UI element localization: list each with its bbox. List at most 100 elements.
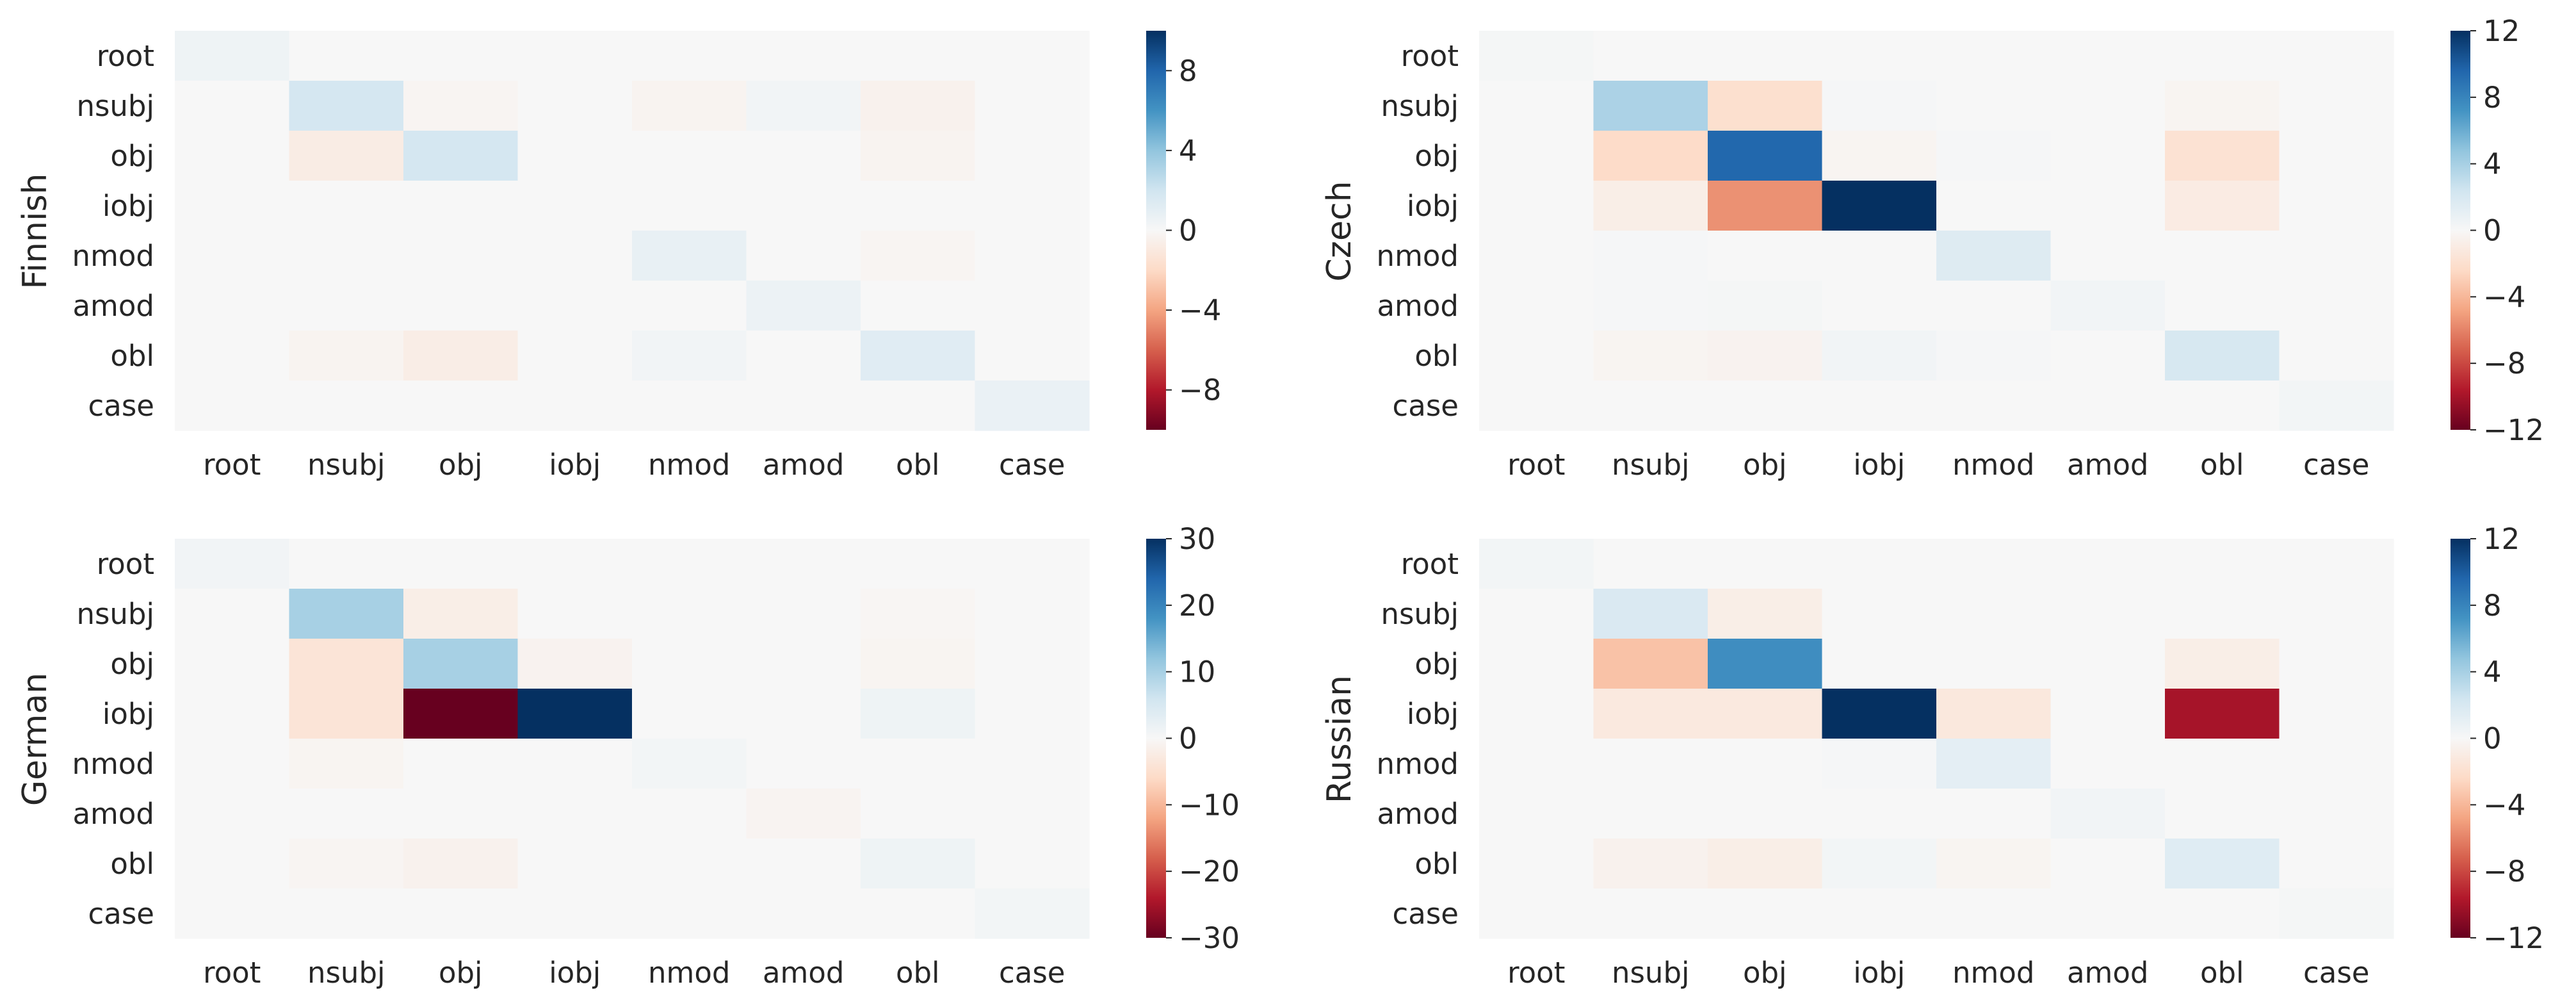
- heatmap-cell: [746, 639, 861, 689]
- heatmap-cell: [403, 381, 519, 431]
- heatmap-cell: [2050, 539, 2166, 589]
- heatmap-cell: [2165, 231, 2280, 281]
- heatmap-cell: [1822, 589, 1937, 639]
- heatmap-cell: [289, 639, 404, 689]
- x-tick-label: amod: [2067, 956, 2149, 990]
- y-tick-label: root: [1401, 547, 1459, 581]
- heatmap-panel-czech: Czech root nsubj obj iobj nmod amod obl case roo…: [1320, 14, 2544, 482]
- heatmap-cell: [746, 31, 861, 81]
- heatmap-cell: [1936, 639, 2052, 689]
- heatmap-cell: [632, 381, 747, 431]
- heatmap-cell: [632, 331, 747, 381]
- heatmap-cell: [175, 331, 290, 381]
- x-tick-label: root: [1507, 448, 1565, 482]
- heatmap-cell: [975, 839, 1090, 889]
- heatmap-cell: [175, 639, 290, 689]
- x-tick-label: nmod: [1952, 956, 2034, 990]
- colorbar-tick-label: 30: [1179, 522, 1215, 556]
- heatmap-cell: [746, 739, 861, 789]
- y-tick-label: nsubj: [1381, 89, 1459, 123]
- heatmap-cell: [1936, 689, 2052, 739]
- heatmap-cell: [861, 839, 976, 889]
- x-tick-label: iobj: [1853, 448, 1905, 482]
- heatmap-cell: [175, 131, 290, 181]
- heatmap-cell: [289, 888, 404, 939]
- heatmap-cell: [289, 331, 404, 381]
- heatmap-cell: [1822, 231, 1937, 281]
- y-tick-label: nmod: [1377, 747, 1459, 781]
- heatmap-cell: [975, 31, 1090, 81]
- heatmap-cell: [1936, 81, 2052, 131]
- heatmap-cell: [517, 131, 633, 181]
- heatmap-cell: [517, 589, 633, 639]
- colorbar-tick-label: 0: [2483, 722, 2502, 756]
- heatmap-cell: [746, 381, 861, 431]
- heatmap-cell: [517, 839, 633, 889]
- heatmap-cell: [1708, 639, 1823, 689]
- heatmap-cell: [1708, 331, 1823, 381]
- heatmap-cell: [2165, 281, 2280, 331]
- x-tick-label: obl: [896, 956, 940, 990]
- heatmap-panel-finnish: Finnish root nsubj obj iobj nmod amod obl case r…: [16, 31, 1221, 482]
- heatmap-cell: [1593, 181, 1708, 231]
- heatmap-cell: [289, 789, 404, 839]
- heatmap-cell: [632, 789, 747, 839]
- colorbar-tick-label: 0: [1179, 214, 1197, 248]
- heatmap-cell: [861, 281, 976, 331]
- heatmap-cell: [2279, 281, 2394, 331]
- heatmap-cell: [1479, 539, 1594, 589]
- colorbar-tick-label: 4: [2483, 147, 2502, 181]
- y-tick-label: nmod: [1377, 239, 1459, 273]
- heatmap-cell: [861, 331, 976, 381]
- heatmap-cell: [2050, 331, 2166, 381]
- heatmap-cell: [403, 81, 519, 131]
- colorbar-tick-label: −30: [1179, 921, 1240, 955]
- y-tick-label: obj: [1414, 139, 1459, 173]
- heatmap-cell: [632, 839, 747, 889]
- heatmap-cell: [1708, 689, 1823, 739]
- colorbar-tick-label: 20: [1179, 589, 1215, 623]
- heatmap-cell: [289, 381, 404, 431]
- heatmap-cell: [975, 231, 1090, 281]
- heatmap-cell: [746, 231, 861, 281]
- heatmap-cell: [289, 739, 404, 789]
- heatmap-cell: [1708, 789, 1823, 839]
- heatmap-cell: [975, 739, 1090, 789]
- colorbar-tick-label: 4: [1179, 134, 1197, 168]
- heatmap-cell: [975, 131, 1090, 181]
- heatmap-cell: [403, 331, 519, 381]
- heatmap-cell: [1822, 839, 1937, 889]
- heatmap-cell: [1822, 639, 1937, 689]
- heatmap-cell: [2165, 331, 2280, 381]
- heatmap-cell: [746, 689, 861, 739]
- x-tick-label: nmod: [648, 956, 730, 990]
- x-tick-label: case: [999, 448, 1065, 482]
- heatmap-cell: [403, 281, 519, 331]
- heatmap-cell: [1708, 839, 1823, 889]
- heatmap-cell: [175, 589, 290, 639]
- heatmap-cell: [1822, 281, 1937, 331]
- heatmap-cell: [861, 639, 976, 689]
- x-tick-label: obl: [896, 448, 940, 482]
- heatmap-cell: [1708, 589, 1823, 639]
- heatmap-cell: [1479, 589, 1594, 639]
- heatmap-cell: [632, 639, 747, 689]
- heatmap-cell: [2165, 31, 2280, 81]
- colorbar-tick-label: 0: [2483, 214, 2502, 248]
- heatmap-cell: [403, 31, 519, 81]
- heatmap-cell: [1479, 839, 1594, 889]
- heatmap-cell: [1593, 331, 1708, 381]
- y-tick-label: iobj: [1407, 697, 1459, 731]
- y-tick-label: amod: [72, 797, 154, 831]
- heatmap-cell: [517, 539, 633, 589]
- x-tick-label: nsubj: [1612, 448, 1690, 482]
- heatmap-cell: [975, 331, 1090, 381]
- heatmap-cell: [2050, 689, 2166, 739]
- y-tick-label: nmod: [72, 747, 154, 781]
- heatmap-cell: [975, 589, 1090, 639]
- heatmap-cell: [1593, 839, 1708, 889]
- x-tick-label: obl: [2200, 448, 2244, 482]
- heatmap-cell: [1822, 31, 1937, 81]
- heatmap-cell: [517, 31, 633, 81]
- x-tick-label: nsubj: [307, 448, 385, 482]
